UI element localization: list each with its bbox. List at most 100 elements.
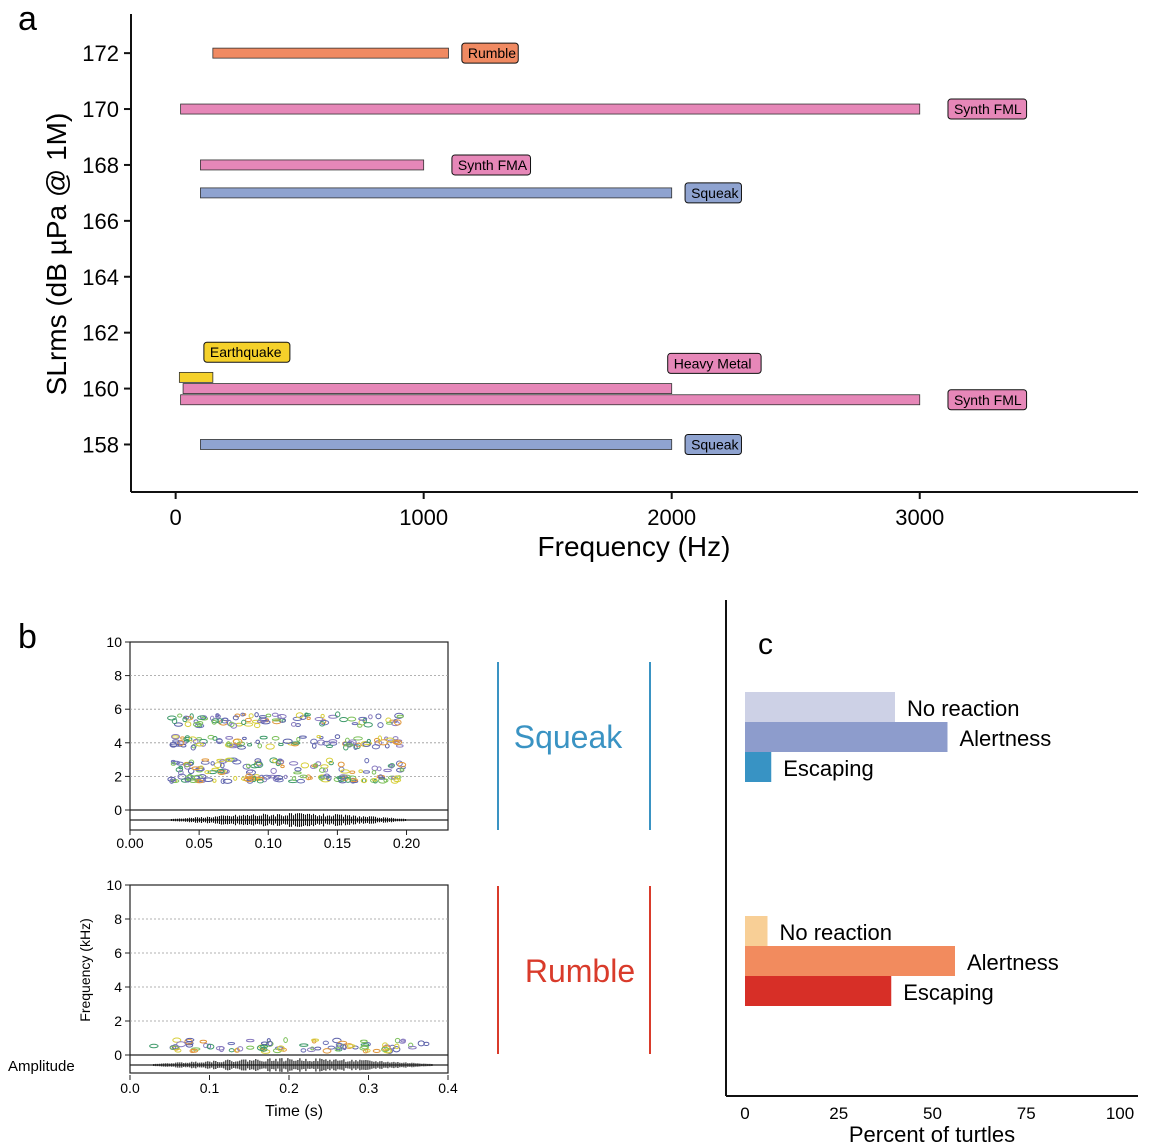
spectrogram-contour bbox=[383, 768, 392, 773]
spectrogram-contour bbox=[167, 776, 176, 782]
spectrogram-contour bbox=[183, 736, 193, 742]
spectrogram-contour bbox=[358, 769, 363, 773]
spectrogram-contour bbox=[177, 769, 184, 776]
spectrogram-contour bbox=[218, 1045, 225, 1053]
synth-fml-label: Synth FML bbox=[954, 101, 1022, 117]
spectrogram-contour bbox=[191, 744, 197, 749]
spectrogram-contour bbox=[220, 717, 229, 724]
spectrogram-contour bbox=[318, 767, 326, 773]
spectrogram-contour bbox=[196, 737, 202, 741]
spectrogram-contour bbox=[385, 721, 393, 725]
panel-label-b: b bbox=[18, 618, 37, 656]
spectrogram-contour bbox=[395, 760, 403, 767]
spectrogram-contour bbox=[408, 1042, 414, 1048]
squeak-range-bar bbox=[200, 187, 673, 199]
spectrogram-contour bbox=[339, 775, 346, 780]
spectrogram-contour bbox=[171, 718, 178, 725]
spectrogram-contour bbox=[393, 719, 402, 726]
spectrogram-contour bbox=[293, 771, 302, 775]
spectrogram-contour bbox=[318, 775, 325, 781]
spectrogram-contour bbox=[290, 721, 297, 727]
spectrogram-contour bbox=[193, 774, 203, 780]
spectrogram-contour bbox=[363, 722, 373, 728]
x-axis-title: Percent of turtles bbox=[849, 1122, 1015, 1146]
spectrogram-contour bbox=[394, 1043, 400, 1050]
squeak-label-box bbox=[684, 433, 742, 455]
spectrogram-contour bbox=[233, 775, 238, 781]
squeak-label: Squeak bbox=[691, 436, 739, 452]
spectrogram-contour bbox=[237, 1046, 244, 1052]
spectrogram-contour bbox=[326, 775, 332, 782]
y-axis-title: SLrms (dB µPa @ 1M) bbox=[41, 113, 72, 396]
spectrogram-contour bbox=[310, 738, 318, 745]
x-tick-label: 0.15 bbox=[324, 835, 351, 851]
x-tick-label: 100 bbox=[1106, 1104, 1134, 1123]
y-tick-label: 158 bbox=[82, 432, 119, 457]
spectrogram-contour bbox=[417, 1040, 425, 1047]
squeak-escaping-label: Escaping bbox=[783, 756, 874, 781]
spectrogram-contour bbox=[198, 765, 204, 769]
rumble-title: Rumble bbox=[525, 953, 635, 989]
spectrogram-contour bbox=[337, 761, 345, 768]
spectrogram-contour bbox=[245, 1038, 255, 1043]
spectrogram-contour bbox=[242, 736, 247, 741]
spectrogram-contour bbox=[375, 713, 382, 720]
heavy-metal-label-box bbox=[667, 352, 762, 374]
spectrogram-contour bbox=[362, 770, 371, 774]
squeak-escaping-bar bbox=[745, 752, 772, 782]
spectrogram-contour bbox=[344, 776, 352, 783]
spectrogram-contour bbox=[175, 767, 184, 773]
spectrogram-contour bbox=[244, 717, 252, 723]
squeak-spectrogram: 0 2 4 6 8 10 0.00 0.05 0.10 0.15 0.20 bbox=[106, 634, 449, 851]
spectrogram-contour bbox=[204, 770, 211, 775]
spectrogram-contour bbox=[253, 761, 264, 769]
synth-fma-label-box bbox=[451, 154, 532, 176]
rumble-no-reaction-label: No reaction bbox=[780, 920, 893, 945]
spectrogram-contour bbox=[393, 719, 398, 723]
spectrogram-contour bbox=[283, 774, 288, 780]
spectrogram-contour bbox=[296, 736, 301, 742]
spectrogram-contour bbox=[377, 735, 383, 742]
x-tick-label: 75 bbox=[1017, 1104, 1036, 1123]
spectrogram-contour bbox=[271, 736, 280, 741]
spectrogram-contour bbox=[189, 1048, 196, 1054]
spectrogram-contour bbox=[299, 1043, 309, 1047]
earthquake-label-box bbox=[203, 341, 291, 363]
spectrogram-contour bbox=[199, 1039, 208, 1044]
rumble-no-reaction-bar bbox=[745, 916, 768, 946]
earthquake-label: Earthquake bbox=[210, 344, 282, 360]
spectrogram-contour bbox=[275, 760, 281, 767]
y-tick-label: 4 bbox=[114, 735, 122, 751]
rumble-spectrogram: 0 2 4 6 8 10 0.0 0.1 0.2 0.3 0.4 Frequency (kHz) T… bbox=[8, 877, 458, 1120]
spectrogram-contour bbox=[200, 742, 207, 747]
spectrogram-contour bbox=[277, 714, 287, 719]
rumble-range-bar bbox=[212, 47, 449, 59]
spectrogram-contour bbox=[322, 1040, 329, 1046]
panel-label-a: a bbox=[18, 0, 37, 38]
spectrogram-contour bbox=[340, 769, 350, 774]
spectrogram-contour bbox=[300, 762, 310, 769]
spectrogram-frame bbox=[129, 641, 449, 831]
synth-fml-label-box bbox=[947, 98, 1028, 120]
spectrogram-contour bbox=[241, 719, 247, 726]
x-tick-label: 0 bbox=[170, 505, 182, 530]
spectrogram-contour bbox=[184, 721, 192, 728]
x-tick-label: 2000 bbox=[647, 505, 696, 530]
x-tick-label: 0.4 bbox=[438, 1080, 458, 1096]
spectrogram-contour bbox=[149, 1043, 159, 1049]
spectrogram-contour bbox=[396, 714, 404, 718]
spectrogram-contour bbox=[347, 716, 357, 722]
spectrogram-y-axis-title: Frequency (kHz) bbox=[77, 918, 93, 1021]
x-tick-label: 0.0 bbox=[120, 1080, 140, 1096]
spectrogram-contour bbox=[182, 716, 188, 723]
spectrogram-contour bbox=[212, 778, 217, 783]
spectrogram-contour bbox=[196, 721, 204, 725]
spectrogram-contour bbox=[169, 778, 174, 784]
spectrogram-contour bbox=[359, 1039, 368, 1043]
amplitude-waveform bbox=[170, 813, 407, 827]
spectrogram-contour bbox=[322, 1048, 332, 1054]
heavy-metal-range-bar bbox=[182, 383, 673, 394]
spectrogram-contour bbox=[265, 713, 272, 718]
spectrogram-contour bbox=[294, 767, 302, 772]
spectrogram-x-axis-title: Time (s) bbox=[265, 1103, 323, 1120]
